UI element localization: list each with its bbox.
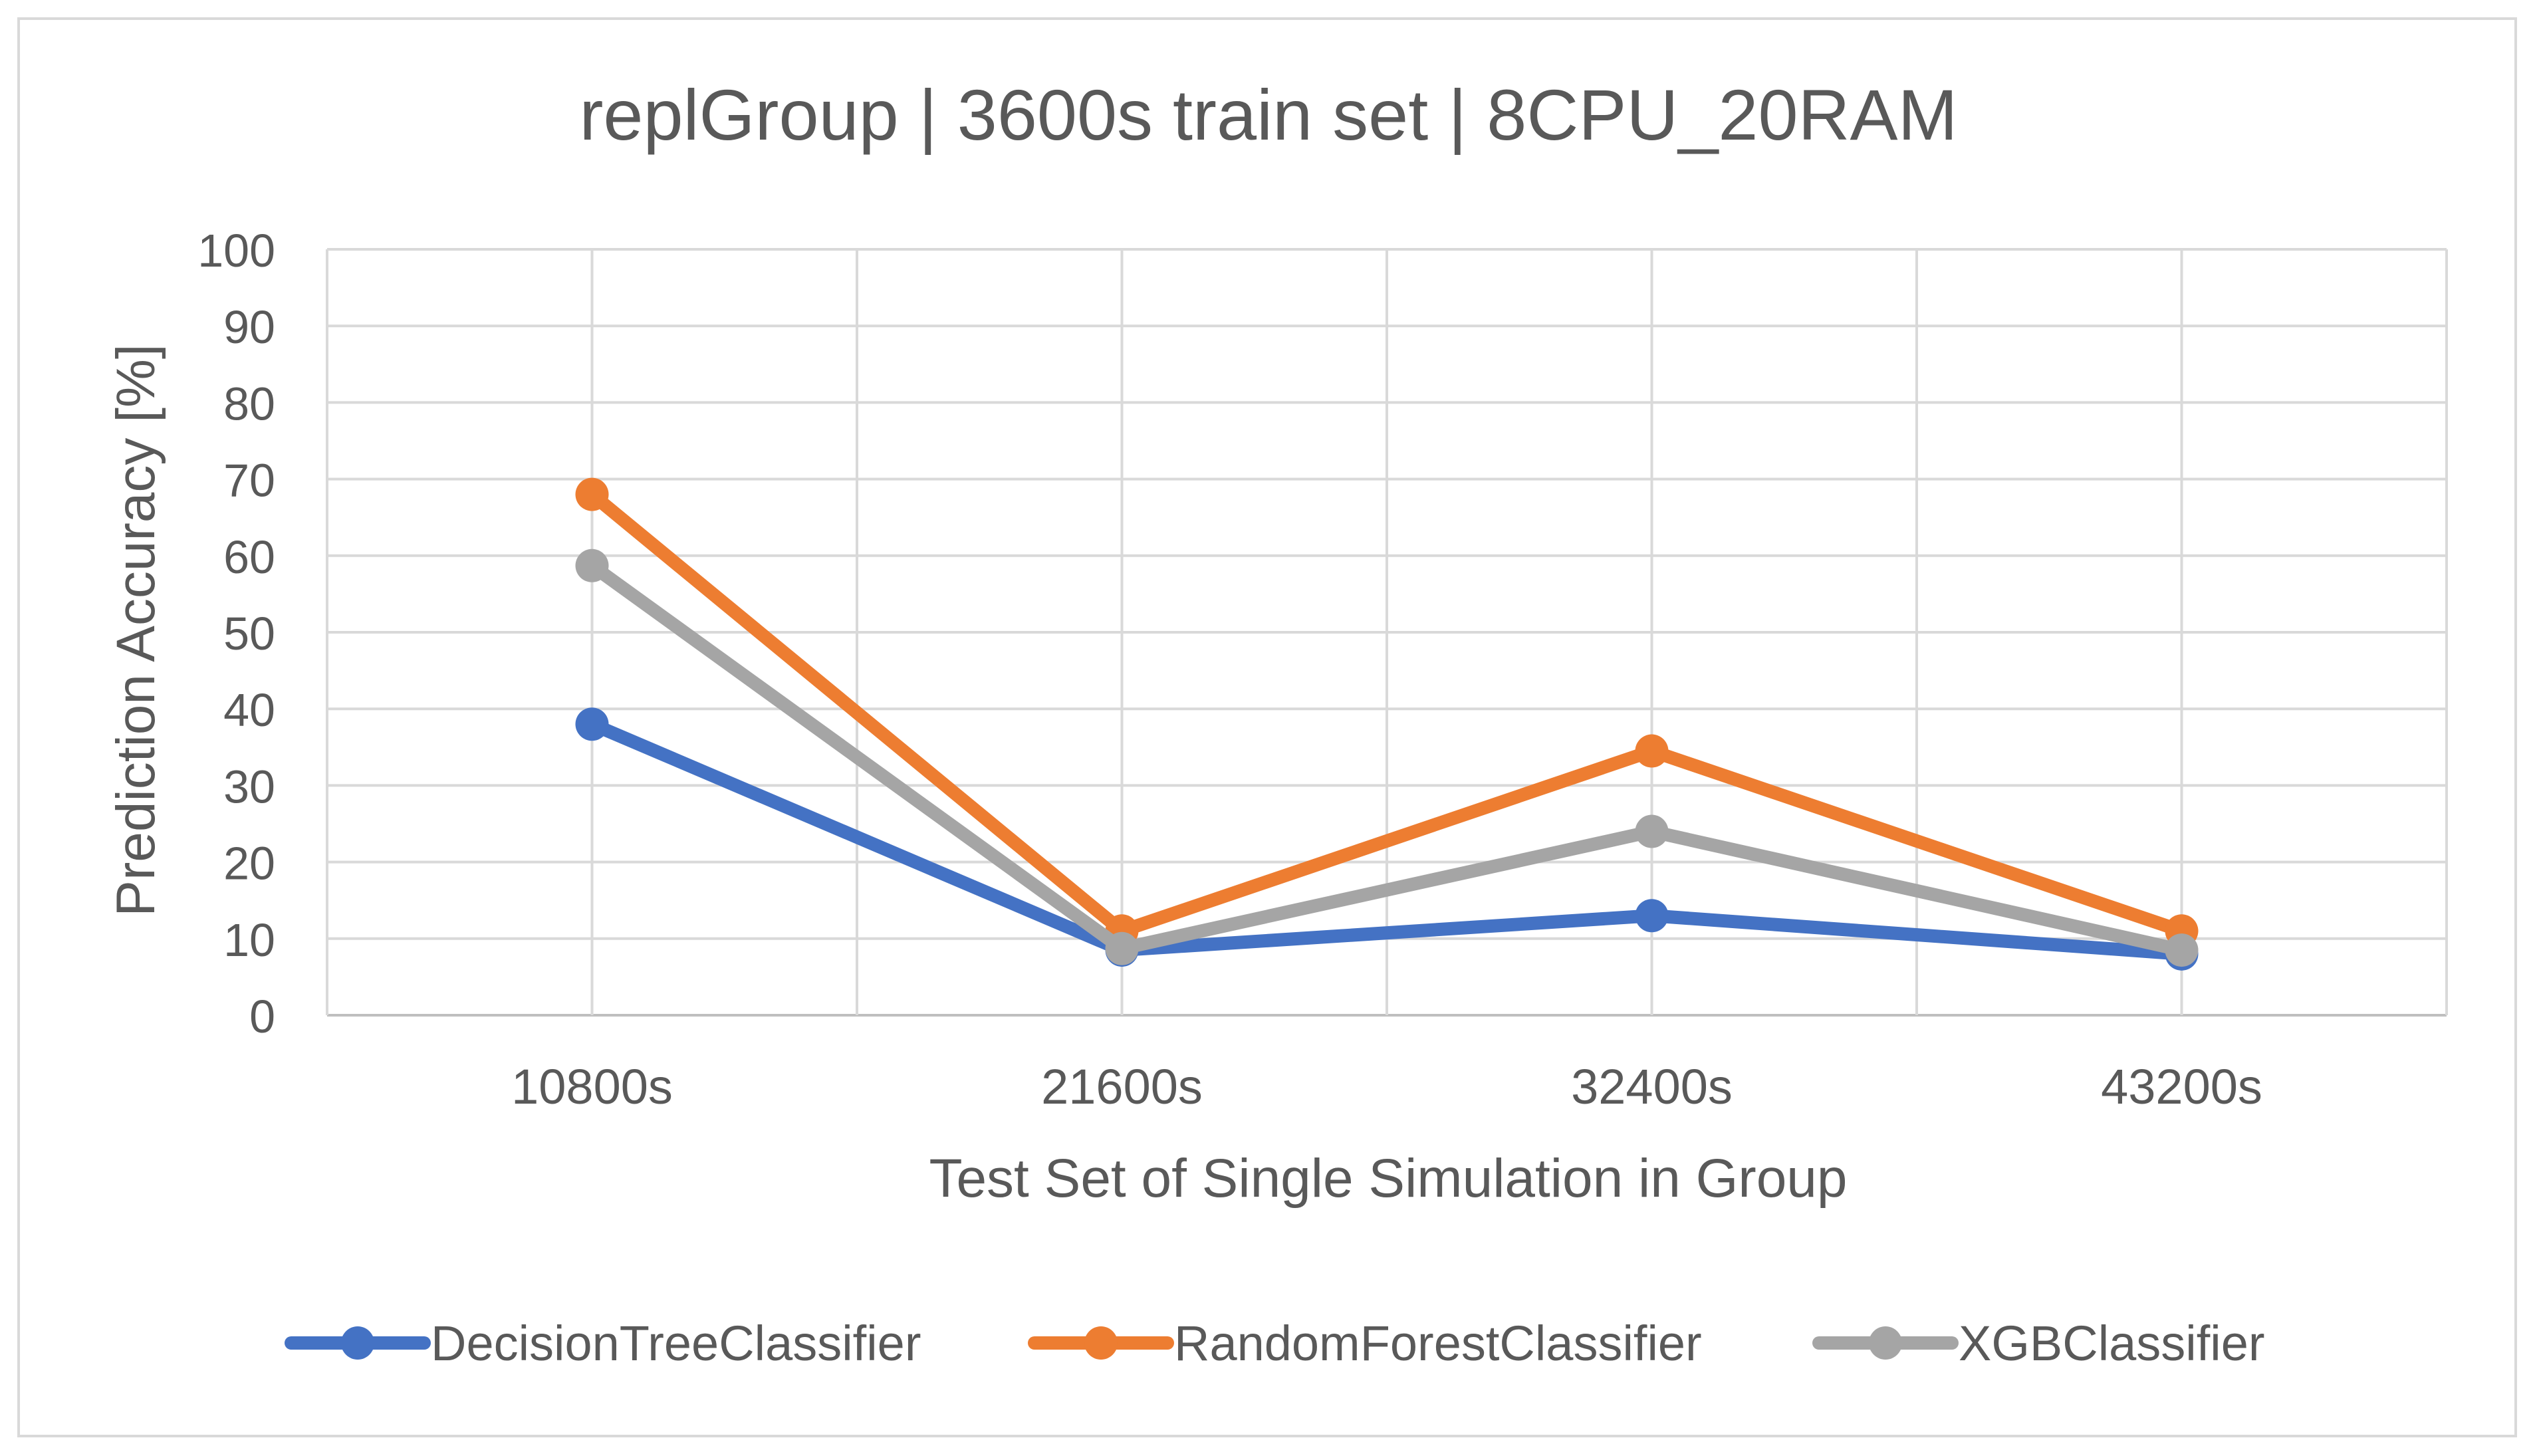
- x-tick-label: 32400s: [1571, 1059, 1733, 1114]
- data-point: [1635, 814, 1669, 848]
- y-tick-label: 80: [223, 378, 275, 429]
- legend-marker: [1084, 1326, 1118, 1360]
- legend: DecisionTreeClassifier RandomForestClassi…: [285, 1316, 2265, 1371]
- chart-frame: [17, 17, 2517, 1437]
- legend-label: DecisionTreeClassifier: [431, 1316, 921, 1371]
- data-point: [2165, 933, 2199, 967]
- legend-item: XGBClassifier: [1812, 1316, 2265, 1371]
- x-tick-labels: 10800s 21600s 32400s 43200s: [511, 1059, 2262, 1114]
- data-point: [1105, 931, 1139, 965]
- y-tick-label: 40: [223, 684, 275, 736]
- series-line: [585, 487, 2189, 938]
- y-tick-label: 50: [223, 608, 275, 660]
- x-tick-label: 43200s: [2101, 1059, 2262, 1114]
- y-tick-label: 100: [197, 225, 275, 277]
- series-XGBClassifier: [575, 548, 2199, 967]
- x-tick-label: 21600s: [1041, 1059, 1203, 1114]
- series-layer: [575, 477, 2199, 971]
- data-point: [575, 548, 609, 582]
- chart-title: replGroup | 3600s train set | 8CPU_20RAM: [579, 74, 1957, 155]
- data-point: [575, 477, 609, 511]
- y-tick-label: 0: [249, 991, 275, 1042]
- legend-marker: [1869, 1326, 1902, 1360]
- legend-label: XGBClassifier: [1959, 1316, 2265, 1371]
- y-axis-label: Prediction Accuracy [%]: [106, 344, 166, 916]
- y-tick-label: 20: [223, 838, 275, 890]
- data-point: [575, 707, 609, 741]
- legend-marker: [341, 1326, 374, 1360]
- legend-item: DecisionTreeClassifier: [285, 1316, 921, 1371]
- y-tick-label: 70: [223, 455, 275, 507]
- series-line: [585, 717, 2189, 961]
- y-tick-label: 60: [223, 531, 275, 583]
- legend-item: RandomForestClassifier: [1028, 1316, 1702, 1371]
- x-axis-label: Test Set of Single Simulation in Group: [929, 1148, 1847, 1209]
- data-point: [1635, 734, 1669, 768]
- legend-label: RandomForestClassifier: [1174, 1316, 1702, 1371]
- x-tick-label: 10800s: [511, 1059, 673, 1114]
- data-point: [1635, 899, 1669, 933]
- y-tick-label: 90: [223, 301, 275, 353]
- y-tick-label: 30: [223, 761, 275, 812]
- y-tick-label: 10: [223, 914, 275, 966]
- y-tick-labels: 0 10 20 30 40 50 60 70 80 90 100: [197, 225, 275, 1042]
- gridlines: [326, 248, 2448, 1017]
- series-line: [585, 558, 2189, 957]
